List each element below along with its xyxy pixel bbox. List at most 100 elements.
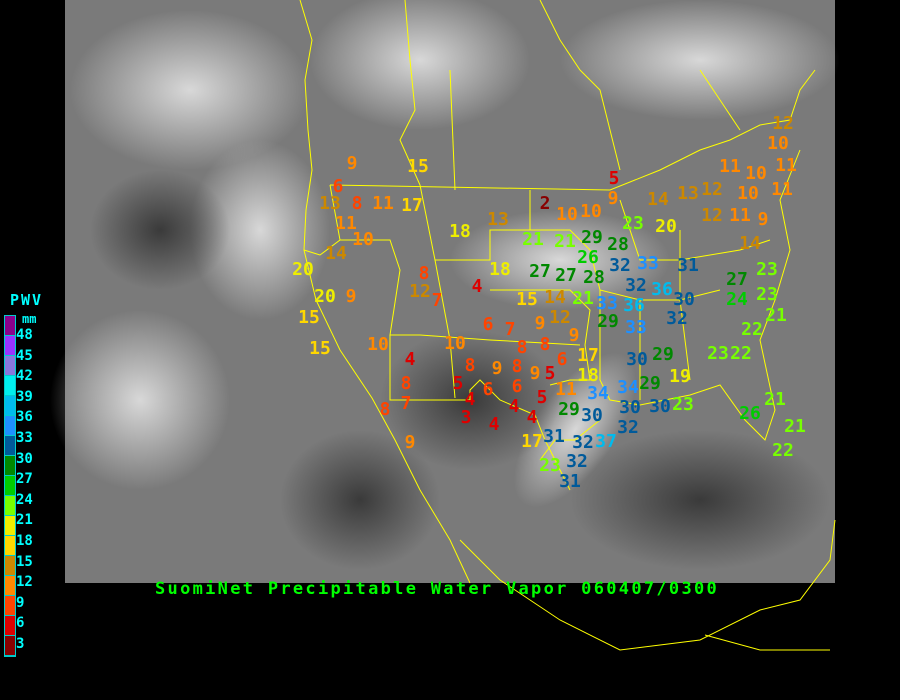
station-pwv-value: 27 [555, 265, 577, 286]
station-pwv-value: 32 [609, 255, 631, 276]
station-pwv-value: 8 [512, 356, 523, 377]
station-pwv-value: 23 [622, 213, 644, 234]
station-pwv-value: 6 [483, 379, 494, 400]
station-pwv-value: 11 [555, 379, 577, 400]
station-pwv-value: 8 [517, 337, 528, 358]
legend-label: 12 [16, 574, 33, 591]
legend-swatch [5, 316, 15, 336]
legend-swatch [5, 476, 15, 496]
legend-swatch [5, 516, 15, 536]
station-pwv-value: 11 [335, 213, 357, 234]
station-pwv-value: 8 [540, 334, 551, 355]
legend-swatch [5, 596, 15, 616]
station-pwv-value: 12 [701, 205, 723, 226]
station-pwv-value: 32 [572, 432, 594, 453]
station-pwv-value: 21 [764, 389, 786, 410]
station-pwv-value: 17 [401, 195, 423, 216]
station-pwv-value: 8 [419, 263, 430, 284]
legend-swatch [5, 456, 15, 476]
station-pwv-value: 11 [719, 156, 741, 177]
station-pwv-value: 30 [581, 405, 603, 426]
station-pwv-value: 3 [461, 407, 472, 428]
station-pwv-value: 37 [595, 431, 617, 452]
station-pwv-value: 32 [566, 451, 588, 472]
station-pwv-value: 23 [672, 394, 694, 415]
station-pwv-value: 9 [347, 153, 358, 174]
station-pwv-value: 21 [784, 416, 806, 437]
station-pwv-value: 15 [516, 289, 538, 310]
station-pwv-value: 29 [639, 373, 661, 394]
station-pwv-value: 8 [380, 399, 391, 420]
station-pwv-value: 6 [557, 349, 568, 370]
station-pwv-value: 18 [449, 221, 471, 242]
station-pwv-value: 9 [492, 358, 503, 379]
station-pwv-value: 29 [558, 399, 580, 420]
station-pwv-value: 27 [726, 269, 748, 290]
station-pwv-value: 33 [637, 253, 659, 274]
station-pwv-value: 22 [730, 343, 752, 364]
color-scale-bar [4, 315, 16, 657]
legend-label: 27 [16, 471, 33, 488]
station-pwv-value: 7 [401, 393, 412, 414]
station-pwv-value: 15 [298, 307, 320, 328]
station-pwv-value: 31 [559, 471, 581, 492]
station-pwv-value: 5 [545, 363, 556, 384]
station-pwv-value: 12 [772, 113, 794, 134]
station-pwv-value: 26 [739, 403, 761, 424]
station-pwv-value: 14 [325, 243, 347, 264]
station-pwv-value: 11 [771, 179, 793, 200]
station-pwv-value: 8 [401, 373, 412, 394]
station-pwv-value: 15 [309, 338, 331, 359]
legend-label: 39 [16, 388, 33, 405]
legend-swatch [5, 536, 15, 556]
legend-swatch [5, 336, 15, 356]
station-pwv-value: 34 [617, 377, 639, 398]
station-pwv-value: 30 [649, 396, 671, 417]
station-pwv-value: 23 [756, 259, 778, 280]
station-pwv-value: 23 [707, 343, 729, 364]
station-pwv-value: 20 [314, 286, 336, 307]
legend-swatch [5, 376, 15, 396]
station-pwv-value: 10 [767, 133, 789, 154]
legend-swatch [5, 616, 15, 636]
station-pwv-value: 17 [577, 345, 599, 366]
station-pwv-value: 12 [409, 281, 431, 302]
station-pwv-value: 14 [544, 287, 566, 308]
station-pwv-value: 6 [483, 314, 494, 335]
station-pwv-value: 31 [677, 255, 699, 276]
station-pwv-value: 2 [540, 193, 551, 214]
station-pwv-value: 7 [432, 290, 443, 311]
legend-swatch [5, 496, 15, 516]
station-pwv-value: 9 [758, 209, 769, 230]
station-pwv-value: 5 [609, 168, 620, 189]
station-pwv-value: 24 [726, 289, 748, 310]
station-pwv-value: 10 [444, 333, 466, 354]
station-pwv-value: 8 [352, 193, 363, 214]
station-pwv-value: 11 [729, 205, 751, 226]
legend-label: 48 [16, 327, 33, 343]
legend-label: 9 [16, 594, 25, 611]
station-pwv-value: 10 [580, 201, 602, 222]
political-borders [299, 0, 836, 651]
station-pwv-value: 13 [487, 209, 509, 230]
station-pwv-value: 21 [765, 305, 787, 326]
station-pwv-value: 10 [737, 183, 759, 204]
station-pwv-value: 4 [405, 349, 416, 370]
station-pwv-value: 29 [597, 311, 619, 332]
station-pwv-value: 36 [651, 279, 673, 300]
station-pwv-value: 4 [489, 414, 500, 435]
legend-label: 15 [16, 553, 33, 570]
station-pwv-value: 6 [333, 176, 344, 197]
station-pwv-value: 32 [617, 417, 639, 438]
station-pwv-value: 10 [556, 204, 578, 225]
station-pwv-value: 21 [522, 229, 544, 250]
station-pwv-value: 30 [626, 349, 648, 370]
station-pwv-value: 10 [745, 163, 767, 184]
legend-label: 45 [16, 347, 33, 364]
legend-label: 24 [16, 491, 33, 508]
legend-label: 30 [16, 450, 33, 467]
station-pwv-value: 17 [521, 431, 543, 452]
legend-label: 21 [16, 512, 33, 529]
